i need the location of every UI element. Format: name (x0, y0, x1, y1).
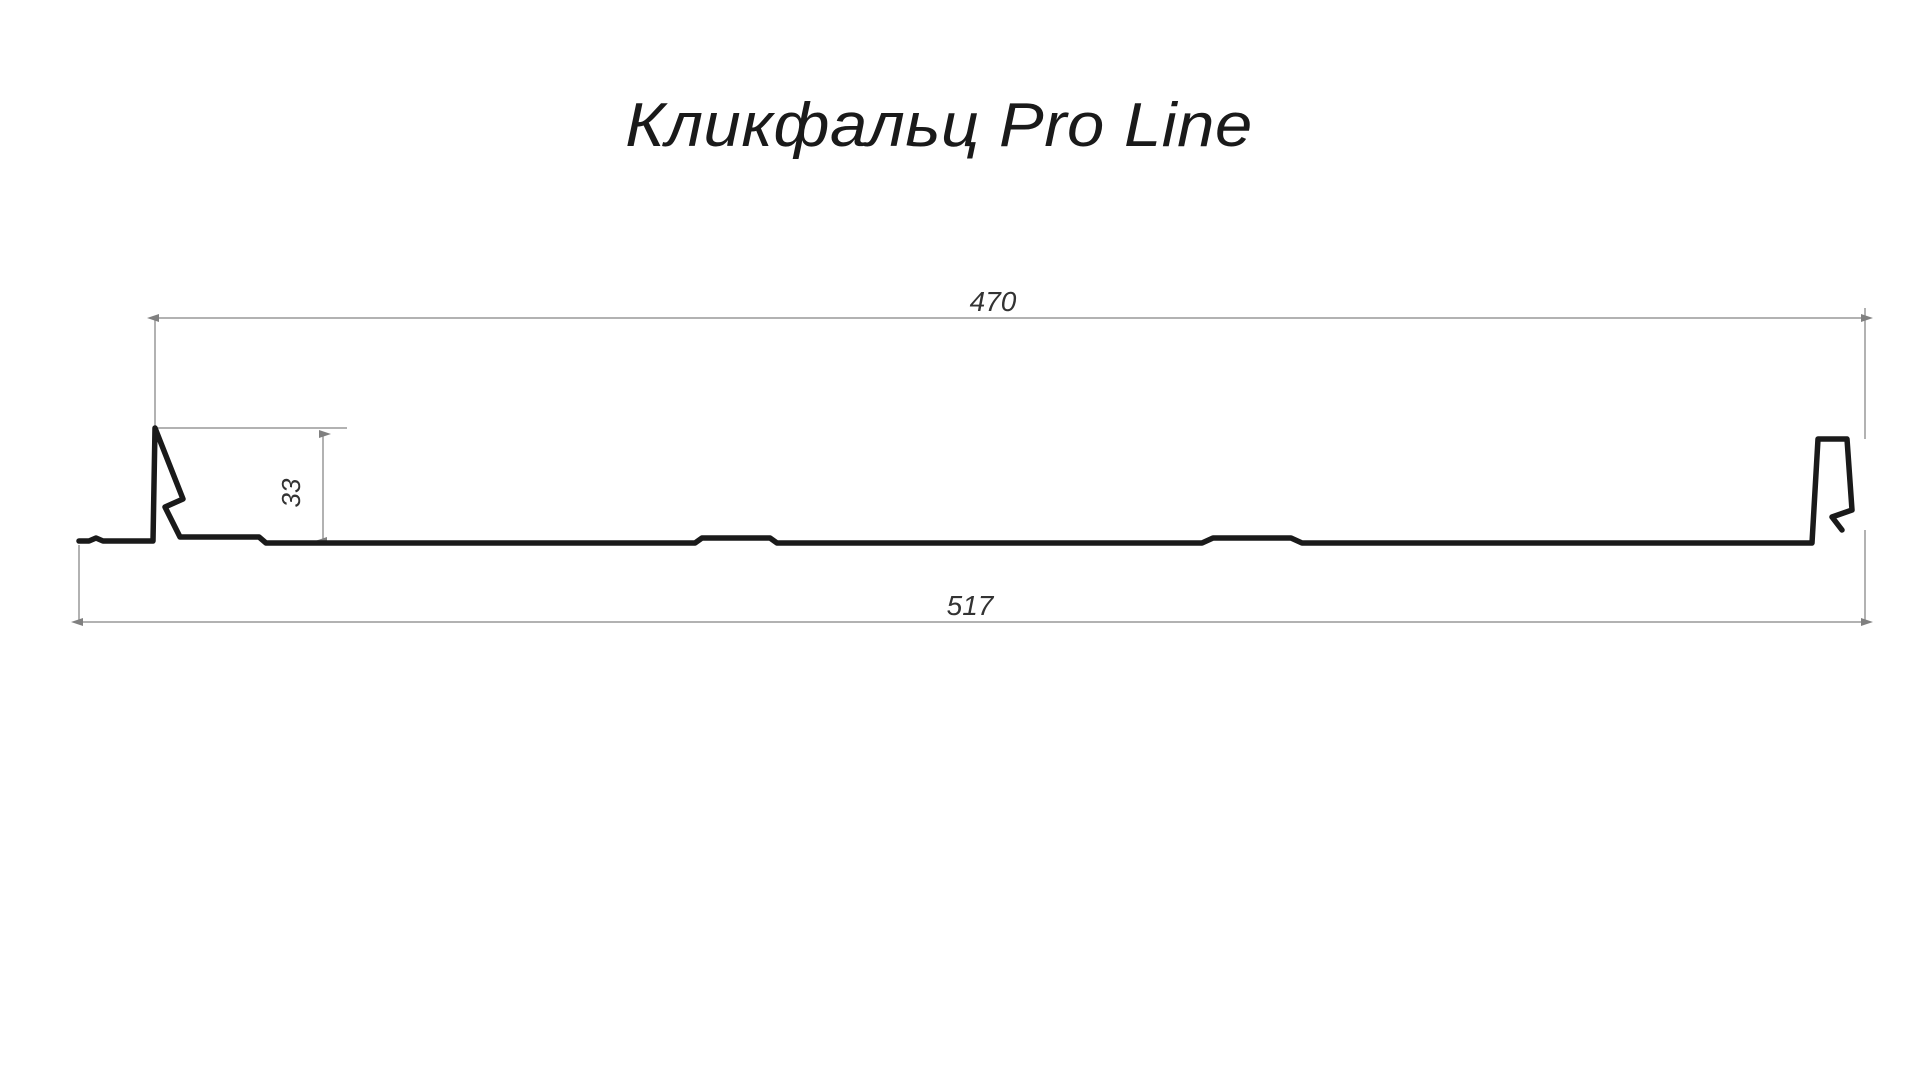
svg-text:517: 517 (947, 590, 995, 621)
svg-text:470: 470 (970, 286, 1017, 317)
svg-text:33: 33 (276, 478, 306, 507)
